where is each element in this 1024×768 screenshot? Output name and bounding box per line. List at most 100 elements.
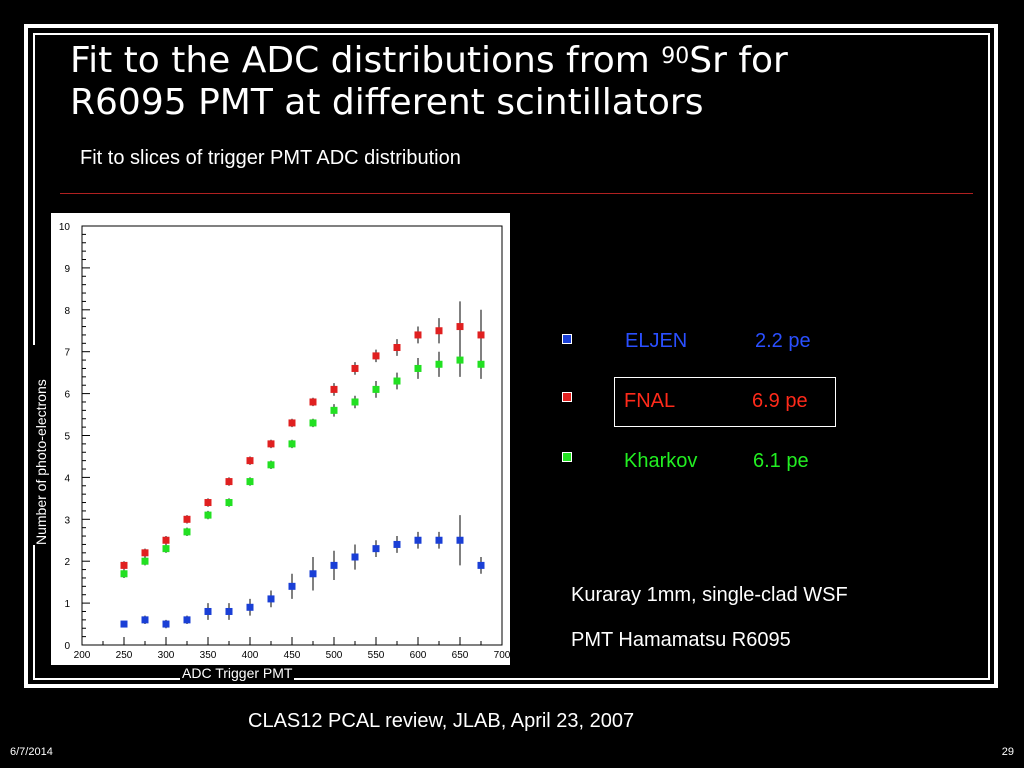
- x-tick-label: 350: [200, 650, 217, 661]
- y-tick-label: 0: [64, 641, 70, 652]
- point-kharkov: [246, 478, 254, 486]
- title-line1-post: Sr for: [689, 40, 788, 81]
- slide-date: 6/7/2014: [10, 746, 53, 758]
- page-number: 29: [1001, 746, 1014, 758]
- point-fnal: [309, 398, 317, 406]
- point-kharkov: [456, 356, 464, 364]
- point-fnal: [204, 499, 212, 507]
- point-eljen: [141, 616, 149, 624]
- pmt-note: PMT Hamamatsu R6095: [571, 629, 791, 651]
- point-eljen: [162, 620, 170, 628]
- slide-subtitle: Fit to slices of trigger PMT ADC distrib…: [80, 147, 461, 169]
- point-fnal: [393, 344, 401, 352]
- point-eljen: [435, 536, 443, 544]
- x-tick-label: 400: [242, 650, 259, 661]
- x-tick-label: 450: [284, 650, 301, 661]
- point-fnal: [435, 327, 443, 335]
- x-tick-label: 700: [494, 650, 510, 661]
- title-line2: R6095 PMT at different scintillators: [70, 82, 704, 123]
- legend-value-fnal: 6.9 pe: [752, 390, 808, 412]
- point-fnal: [414, 331, 422, 339]
- point-kharkov: [204, 511, 212, 519]
- point-fnal: [246, 457, 254, 465]
- point-fnal: [288, 419, 296, 427]
- point-kharkov: [183, 528, 191, 536]
- legend-marker-eljen: [562, 334, 572, 344]
- point-fnal: [183, 515, 191, 523]
- y-axis-label: Number of photo-electrons: [33, 345, 49, 545]
- y-tick-label: 5: [64, 432, 70, 443]
- point-eljen: [330, 561, 338, 569]
- point-fnal: [141, 549, 149, 557]
- slide-footer: CLAS12 PCAL review, JLAB, April 23, 2007: [248, 710, 635, 732]
- point-fnal: [351, 364, 359, 372]
- legend-name-eljen: ELJEN: [625, 330, 688, 352]
- legend-name-fnal: FNAL: [624, 390, 676, 412]
- y-tick-label: 3: [64, 515, 70, 526]
- point-fnal: [477, 331, 485, 339]
- legend-marker-fnal: [562, 392, 572, 402]
- point-eljen: [393, 540, 401, 548]
- point-eljen: [246, 603, 254, 611]
- point-fnal: [225, 478, 233, 486]
- slide-frame-outer: [24, 24, 998, 688]
- point-eljen: [288, 582, 296, 590]
- y-tick-label: 10: [59, 222, 71, 233]
- point-kharkov: [225, 499, 233, 507]
- point-eljen: [372, 545, 380, 553]
- point-fnal: [330, 385, 338, 393]
- title-superscript: 90: [661, 44, 690, 69]
- point-fnal: [456, 323, 464, 331]
- y-tick-label: 2: [64, 557, 70, 568]
- chart-svg: 200 250 300 350 400 450 500 550 600 650 700 0 1 2 3 4 5 6…: [59, 222, 511, 661]
- point-kharkov: [477, 360, 485, 368]
- legend-name-kharkov: Kharkov: [624, 450, 698, 472]
- point-eljen: [351, 553, 359, 561]
- point-kharkov: [435, 360, 443, 368]
- slide-title: Fit to the ADC distributions from 90Sr f…: [70, 40, 950, 124]
- y-tick-label: 1: [64, 599, 70, 610]
- point-eljen: [225, 607, 233, 615]
- x-tick-label: 600: [410, 650, 427, 661]
- y-tick-label: 8: [64, 306, 70, 317]
- point-fnal: [162, 536, 170, 544]
- point-kharkov: [393, 377, 401, 385]
- y-tick-label: 9: [64, 264, 70, 275]
- point-eljen: [456, 536, 464, 544]
- point-eljen: [120, 620, 128, 628]
- chart-marks: [120, 301, 485, 629]
- plot-area: 200 250 300 350 400 450 500 550 600 650 700 0 1 2 3 4 5 6…: [51, 213, 511, 665]
- y-tick-label: 7: [64, 348, 70, 359]
- y-tick-label: 4: [64, 473, 70, 484]
- point-fnal: [267, 440, 275, 448]
- legend-marker-kharkov: [562, 452, 572, 462]
- point-fnal: [372, 352, 380, 360]
- point-kharkov: [141, 557, 149, 565]
- point-fnal: [120, 561, 128, 569]
- title-divider: [60, 193, 973, 194]
- point-kharkov: [330, 406, 338, 414]
- x-tick-label: 250: [116, 650, 133, 661]
- point-eljen: [414, 536, 422, 544]
- x-axis-label: ADC Trigger PMT: [180, 665, 295, 681]
- point-kharkov: [309, 419, 317, 427]
- legend-highlight-box: [614, 377, 836, 427]
- point-eljen: [204, 607, 212, 615]
- point-kharkov: [288, 440, 296, 448]
- x-tick-label: 550: [368, 650, 385, 661]
- legend: ELJEN 2.2 pe FNAL 6.9 pe Kharkov 6.1 pe: [560, 320, 850, 480]
- point-kharkov: [162, 545, 170, 553]
- point-eljen: [309, 570, 317, 578]
- title-line1-pre: Fit to the ADC distributions from: [70, 40, 662, 81]
- point-kharkov: [351, 398, 359, 406]
- point-eljen: [267, 595, 275, 603]
- x-tick-label: 200: [74, 650, 91, 661]
- x-tick-label: 650: [452, 650, 469, 661]
- point-eljen: [477, 561, 485, 569]
- point-kharkov: [120, 570, 128, 578]
- fiber-note: Kuraray 1mm, single-clad WSF: [571, 584, 848, 606]
- legend-value-kharkov: 6.1 pe: [753, 450, 809, 472]
- point-kharkov: [414, 364, 422, 372]
- point-kharkov: [267, 461, 275, 469]
- x-tick-label: 500: [326, 650, 343, 661]
